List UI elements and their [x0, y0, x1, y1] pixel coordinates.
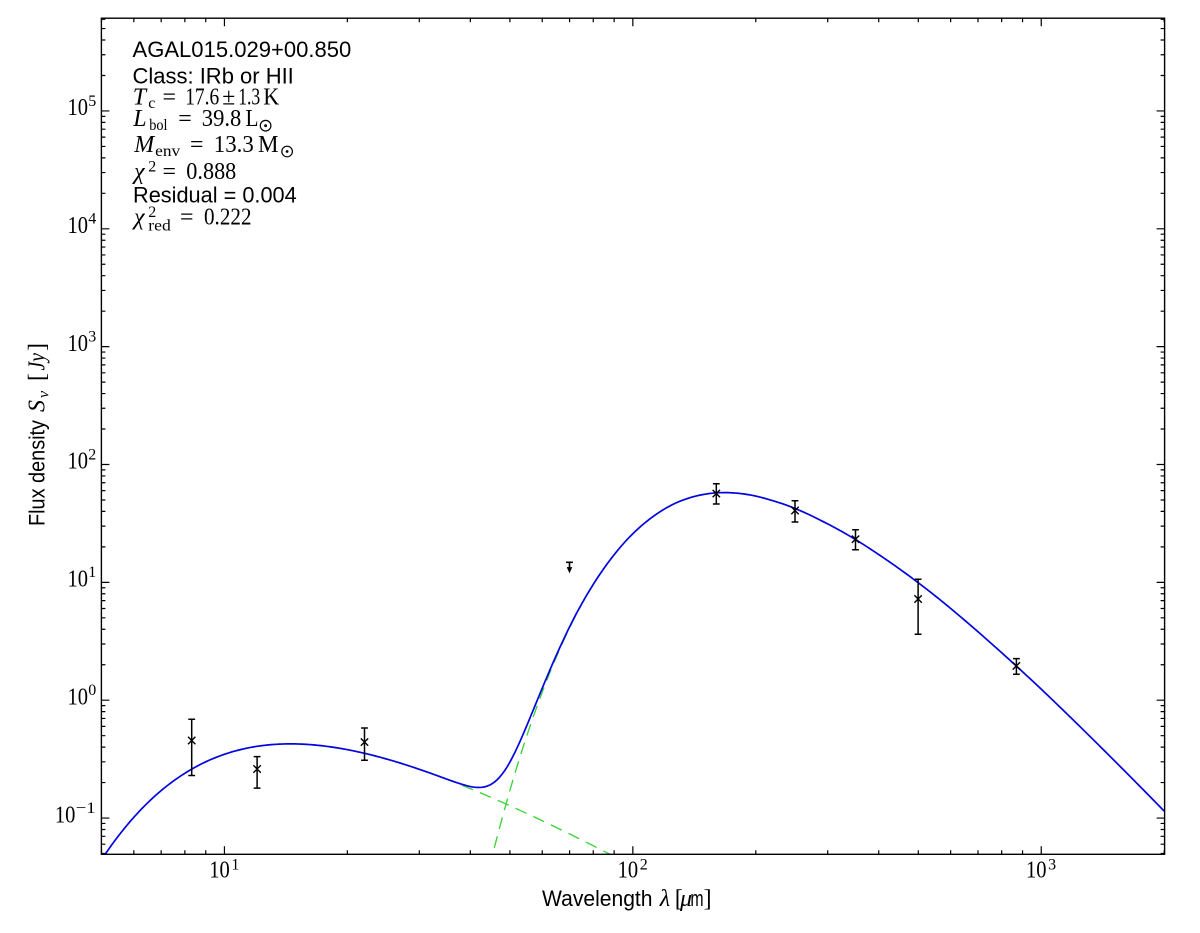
svg-text:0.222: 0.222 [204, 204, 252, 230]
svg-text:3: 3 [1048, 856, 1056, 873]
svg-text:λ: λ [659, 886, 670, 912]
svg-text:χ: χ [132, 159, 146, 185]
svg-text:[: [ [675, 886, 683, 912]
svg-text:L: L [246, 106, 259, 132]
svg-text:−1: −1 [76, 800, 96, 817]
svg-text:=: = [190, 132, 204, 158]
svg-text:10: 10 [68, 331, 89, 357]
svg-text:M: M [133, 132, 156, 158]
svg-text:bol: bol [149, 117, 168, 134]
svg-text:Flux density: Flux density [25, 419, 50, 526]
svg-text:1.3: 1.3 [238, 84, 260, 110]
svg-text:±: ± [222, 84, 235, 110]
svg-text:2: 2 [640, 856, 648, 873]
svg-text:2: 2 [88, 446, 96, 463]
svg-text:c: c [148, 95, 155, 112]
svg-text:red: red [148, 217, 171, 234]
svg-text:m: m [690, 886, 703, 911]
svg-text:10: 10 [68, 213, 89, 239]
svg-text:=: = [178, 106, 192, 132]
svg-text:5: 5 [88, 93, 96, 110]
svg-text:=: = [163, 84, 177, 110]
svg-text:env: env [155, 143, 180, 160]
svg-text:Jy: Jy [25, 353, 51, 371]
svg-text:13.3: 13.3 [214, 132, 254, 158]
svg-text:=: = [163, 159, 177, 185]
svg-text:4: 4 [88, 211, 96, 228]
svg-text:10: 10 [1026, 857, 1047, 883]
svg-text:10: 10 [55, 802, 76, 828]
svg-text:M: M [258, 132, 279, 158]
svg-text:[: [ [25, 373, 51, 381]
svg-text:]: ] [25, 343, 51, 351]
svg-text:0.888: 0.888 [186, 159, 236, 185]
svg-text:1: 1 [88, 564, 96, 581]
svg-text:17.6: 17.6 [185, 84, 219, 110]
svg-text:0: 0 [88, 682, 96, 699]
svg-text:=: = [180, 204, 194, 230]
svg-text:2: 2 [148, 158, 156, 175]
svg-text:39.8: 39.8 [202, 106, 242, 132]
svg-text:Class: IRb or HII: Class: IRb or HII [133, 63, 294, 88]
svg-text:ν: ν [36, 390, 53, 398]
svg-text:10: 10 [68, 567, 89, 593]
svg-text:Wavelength: Wavelength [542, 886, 653, 911]
svg-text:μ: μ [679, 886, 692, 912]
svg-text:T: T [133, 84, 148, 110]
svg-text:10: 10 [68, 449, 89, 475]
svg-text:]: ] [704, 886, 712, 912]
svg-text:1: 1 [231, 856, 239, 873]
svg-text:2: 2 [148, 204, 156, 221]
svg-text:χ: χ [132, 204, 146, 230]
svg-text:3: 3 [88, 328, 96, 345]
svg-text:L: L [132, 106, 146, 132]
svg-text:S: S [25, 400, 51, 412]
svg-text:AGAL015.029+00.850: AGAL015.029+00.850 [133, 37, 352, 62]
svg-text:10: 10 [209, 857, 230, 883]
svg-text:K: K [263, 84, 280, 110]
svg-text:10: 10 [68, 95, 89, 121]
svg-text:Residual = 0.004: Residual = 0.004 [133, 182, 297, 207]
svg-text:10: 10 [618, 857, 639, 883]
svg-text:10: 10 [68, 684, 89, 710]
